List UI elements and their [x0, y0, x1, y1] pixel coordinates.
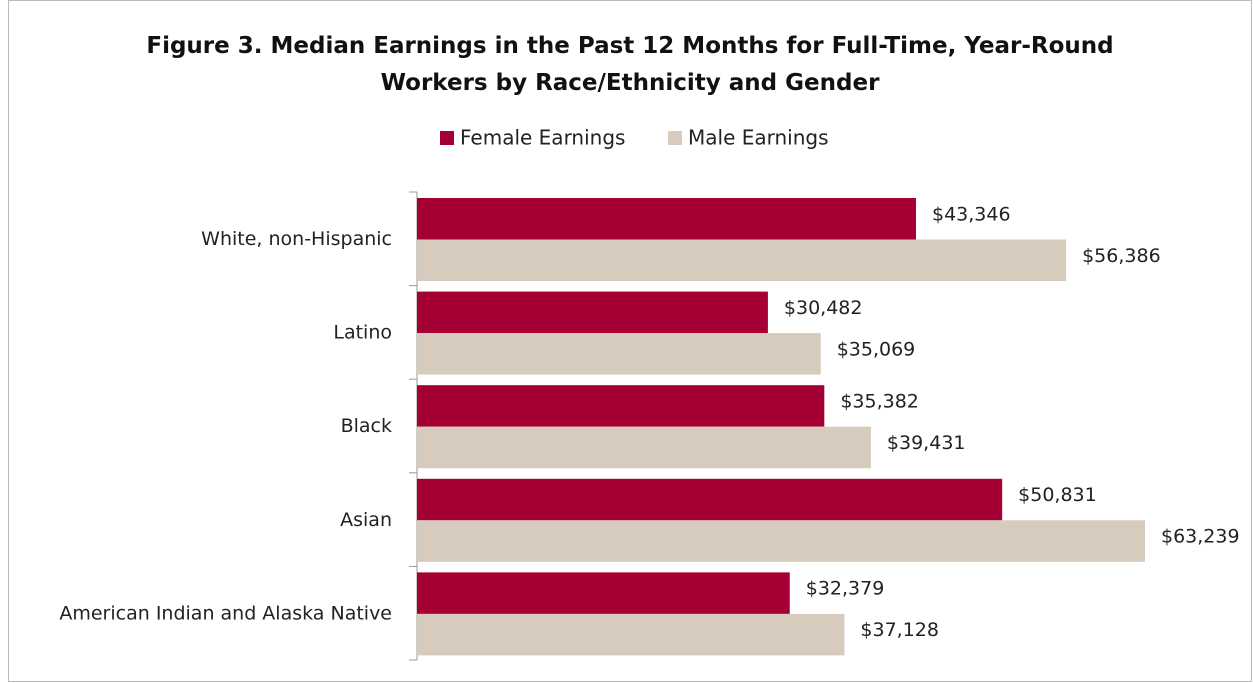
- y-tick-label: American Indian and Alaska Native: [59, 602, 392, 624]
- value-label: $32,379: [806, 578, 885, 600]
- chart-title: Figure 3. Median Earnings in the Past 12…: [146, 33, 1114, 96]
- legend-swatch: [668, 131, 682, 145]
- bar: [417, 239, 1067, 281]
- y-tick-label: Latino: [333, 322, 392, 344]
- chart-border: [8, 0, 1252, 682]
- bar: [417, 385, 825, 427]
- bar: [417, 520, 1145, 562]
- value-label: $35,069: [837, 338, 916, 360]
- bar: [417, 198, 916, 240]
- value-label: $39,431: [887, 432, 966, 454]
- y-tick-label: Black: [341, 415, 392, 437]
- bar: [417, 333, 821, 375]
- value-label: $56,386: [1082, 245, 1161, 267]
- legend-label: Female Earnings: [460, 126, 625, 150]
- bar: [417, 426, 871, 469]
- value-label: $37,128: [860, 619, 939, 641]
- y-tick-label: White, non-Hispanic: [201, 228, 392, 250]
- value-label: $35,382: [840, 390, 919, 412]
- y-tick-label: Asian: [340, 509, 392, 531]
- bar: [417, 478, 1003, 521]
- legend-label: Male Earnings: [688, 126, 829, 150]
- value-label: $50,831: [1018, 484, 1097, 506]
- bar: [417, 572, 790, 614]
- value-label: $43,346: [932, 203, 1011, 225]
- value-label: $63,239: [1161, 526, 1240, 548]
- legend-swatch: [440, 131, 454, 145]
- bar: [417, 613, 845, 656]
- bar: [417, 291, 768, 334]
- value-label: $30,482: [784, 297, 863, 319]
